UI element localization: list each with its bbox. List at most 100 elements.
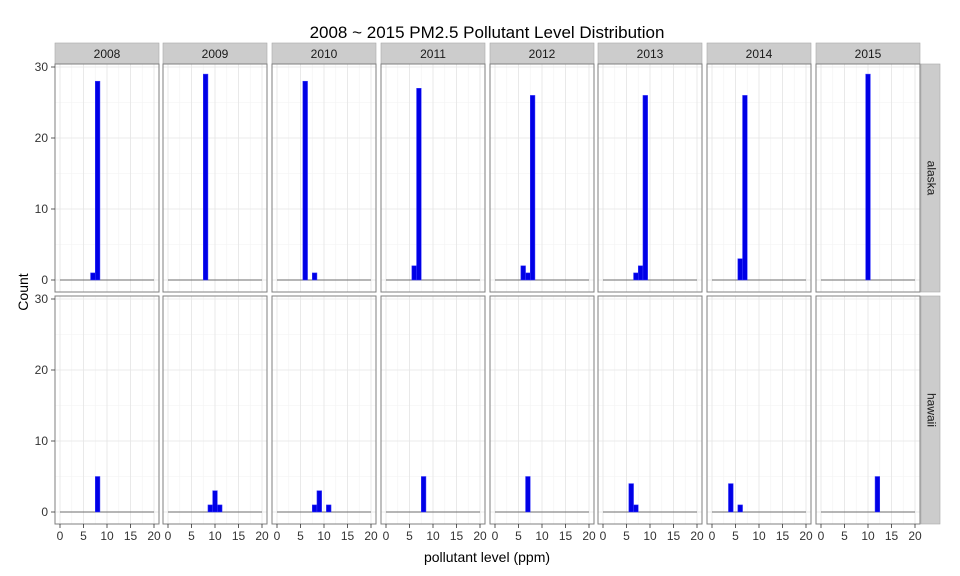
panel-border	[597, 63, 703, 293]
panel-border	[54, 63, 160, 293]
histogram-bar	[737, 258, 743, 281]
panel-border	[706, 63, 812, 293]
x-axis-label: pollutant level (ppm)	[424, 549, 550, 565]
histogram-bar	[95, 476, 101, 513]
histogram-bar	[212, 490, 218, 513]
x-tick-label: 5	[841, 529, 848, 543]
x-tick-label: 5	[297, 529, 304, 543]
y-tick-label: 30	[35, 60, 49, 74]
histogram-bar	[642, 95, 648, 281]
facet-strip-label: 2013	[637, 47, 664, 61]
panel-hawaii-2010	[271, 295, 377, 525]
x-tick-label: 0	[818, 529, 825, 543]
histogram-bar	[312, 272, 318, 281]
x-tick-label: 10	[643, 529, 657, 543]
y-tick-label: 30	[35, 292, 49, 306]
facet-strip-label: 2012	[529, 47, 556, 61]
histogram-bar	[411, 265, 417, 281]
x-tick-label: 20	[147, 529, 161, 543]
x-tick-label: 20	[908, 529, 922, 543]
panel-border	[162, 63, 268, 293]
panel-border	[271, 63, 377, 293]
panel-alaska-2014	[706, 63, 812, 293]
x-tick-label: 15	[559, 529, 573, 543]
histogram-bar	[633, 272, 639, 281]
row-strip-label: hawaii	[924, 393, 938, 427]
histogram-bar	[316, 490, 322, 513]
panel-hawaii-2012	[489, 295, 595, 525]
histogram-bar	[525, 476, 531, 513]
x-tick-label: 10	[535, 529, 549, 543]
histogram-bar	[326, 504, 332, 513]
facet-strip-label: 2010	[311, 47, 338, 61]
panel-hawaii-2008	[54, 295, 160, 525]
panel-alaska-2011	[380, 63, 486, 293]
row-strip-alaska	[920, 63, 941, 293]
y-axis-label: Count	[15, 273, 31, 310]
y-tick-label: 20	[35, 363, 49, 377]
x-tick-label: 10	[100, 529, 114, 543]
facet-strip-label: 2009	[202, 47, 229, 61]
histogram-bar	[207, 504, 213, 513]
x-tick-label: 0	[709, 529, 716, 543]
x-tick-label: 0	[165, 529, 172, 543]
histogram-bar	[217, 504, 223, 513]
histogram-bar	[737, 504, 743, 513]
histogram-bar	[520, 265, 526, 281]
y-tick-label: 10	[35, 434, 49, 448]
x-tick-label: 5	[732, 529, 739, 543]
histogram-bar	[421, 476, 427, 513]
x-tick-label: 15	[885, 529, 899, 543]
x-tick-label: 20	[582, 529, 596, 543]
facet-strip-label: 2014	[746, 47, 773, 61]
row-strip-hawaii	[920, 295, 941, 525]
x-tick-label: 15	[341, 529, 355, 543]
x-tick-label: 15	[450, 529, 464, 543]
panel-hawaii-2009	[162, 295, 268, 525]
histogram-bar	[416, 88, 422, 281]
histogram-bar	[628, 483, 634, 513]
facet-strip-label: 2011	[420, 47, 446, 61]
histogram-bar	[203, 73, 209, 281]
x-tick-label: 20	[364, 529, 378, 543]
x-tick-label: 15	[667, 529, 681, 543]
x-tick-label: 20	[255, 529, 269, 543]
histogram-bar	[95, 80, 101, 281]
panel-alaska-2012	[489, 63, 595, 293]
panel-hawaii-2014	[706, 295, 812, 525]
x-tick-label: 15	[776, 529, 790, 543]
x-tick-label: 15	[232, 529, 246, 543]
panel-alaska-2010	[271, 63, 377, 293]
histogram-bar	[633, 504, 639, 513]
histogram-bar	[742, 95, 748, 281]
panel-alaska-2015	[815, 63, 921, 293]
histogram-bar	[728, 483, 734, 513]
histogram-bar	[865, 73, 871, 281]
panel-border	[815, 63, 921, 293]
x-tick-label: 0	[383, 529, 390, 543]
x-tick-label: 5	[406, 529, 413, 543]
y-tick-label: 10	[35, 202, 49, 216]
x-tick-label: 10	[426, 529, 440, 543]
x-tick-label: 10	[861, 529, 875, 543]
histogram-bar	[530, 95, 536, 281]
histogram-bar	[302, 80, 308, 281]
x-tick-label: 20	[473, 529, 487, 543]
x-tick-label: 5	[515, 529, 522, 543]
panel-hawaii-2013	[597, 295, 703, 525]
x-tick-label: 0	[274, 529, 281, 543]
x-tick-label: 5	[623, 529, 630, 543]
histogram-bar	[312, 504, 318, 513]
panel-border	[489, 63, 595, 293]
y-tick-label: 0	[41, 505, 48, 519]
x-tick-label: 10	[752, 529, 766, 543]
x-tick-label: 15	[124, 529, 138, 543]
panel-alaska-2013	[597, 63, 703, 293]
x-tick-label: 10	[208, 529, 222, 543]
x-tick-label: 5	[188, 529, 195, 543]
x-tick-label: 20	[690, 529, 704, 543]
panel-hawaii-2011	[380, 295, 486, 525]
facet-strip-label: 2008	[94, 47, 121, 61]
facet-strip-label: 2015	[855, 47, 882, 61]
